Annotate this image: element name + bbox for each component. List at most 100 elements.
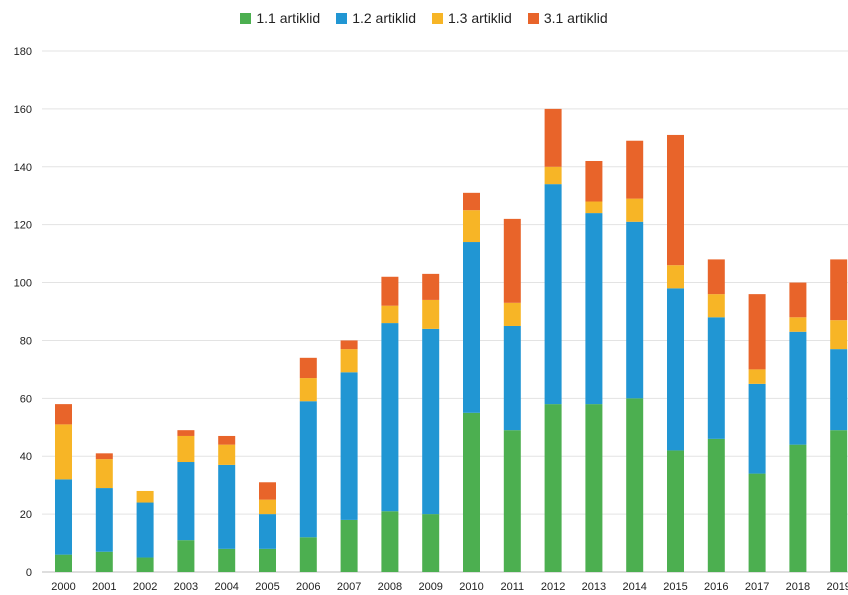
x-tick-label-2004: 2004 <box>214 581 238 593</box>
x-tick-label-2014: 2014 <box>622 581 646 593</box>
x-tick-labels: 2000 2001 2002 2003 2004 2005 2006 2007 2008 2009… <box>51 581 848 593</box>
bar-segment-2001-s2 <box>95 488 113 552</box>
bar-segment-2005-s2 <box>259 514 276 549</box>
bar-segment-2011-s3 <box>503 302 521 326</box>
bar-segment-2018-s4 <box>789 282 807 318</box>
bar-segment-2015-s3 <box>667 265 684 289</box>
y-tick-label: 180 <box>14 46 32 58</box>
y-tick-label: 100 <box>14 278 32 290</box>
x-tick-label-2001: 2001 <box>92 581 116 593</box>
bar-segment-2012-s3 <box>544 166 562 185</box>
bar-segment-2010-s1 <box>463 412 480 572</box>
bar-segment-2013-s3 <box>585 201 603 214</box>
bar-segment-2019-s3 <box>830 320 848 350</box>
y-tick-label: 120 <box>14 220 32 232</box>
x-tick-label-2013: 2013 <box>582 581 606 593</box>
x-tick-label-2016: 2016 <box>704 581 728 593</box>
bar-segment-2012-s2 <box>544 184 562 405</box>
y-tick-label: 20 <box>20 509 32 521</box>
bar-segment-2019-s2 <box>830 349 848 431</box>
legend-label-1-2: 1.2 artiklid <box>352 10 416 26</box>
x-tick-label-2000: 2000 <box>51 581 75 593</box>
bar-segment-2005-s1 <box>259 548 276 572</box>
bar-segment-2019-s4 <box>830 259 848 321</box>
bar-segment-2017-s2 <box>748 383 766 474</box>
bar-segment-2013-s2 <box>585 213 603 405</box>
y-tick-label: 60 <box>20 393 32 405</box>
bar-segment-2009-s2 <box>422 328 440 515</box>
y-tick-label: 140 <box>14 162 32 174</box>
bar-segment-2011-s2 <box>503 325 521 431</box>
bar-segment-2000-s4 <box>55 404 72 425</box>
y-tick-labels: 0 20 40 60 80 100 120 140 160 180 <box>14 46 32 579</box>
bar-segment-2011-s1 <box>503 430 521 572</box>
bar-segment-2002-s2 <box>136 502 154 558</box>
bar-segment-2012-s4 <box>544 108 562 167</box>
bar-segment-2007-s2 <box>340 372 358 520</box>
legend-label-1-3: 1.3 artiklid <box>448 10 512 26</box>
bar-segment-2009-s4 <box>422 273 440 300</box>
bar-segment-2004-s1 <box>218 548 236 572</box>
bar-segment-2006-s1 <box>299 537 317 572</box>
bar-segment-2014-s3 <box>626 198 644 222</box>
bar-segment-2003-s1 <box>177 540 195 572</box>
legend-label-1-1: 1.1 artiklid <box>256 10 321 26</box>
bar-segment-2006-s3 <box>299 378 317 402</box>
bar-segment-2007-s1 <box>340 519 358 572</box>
x-tick-label-2019: 2019 <box>826 581 848 593</box>
bar-segment-2018-s1 <box>789 444 807 572</box>
bar-segment-2008-s2 <box>381 323 399 512</box>
gridlines <box>42 50 848 573</box>
bar-segment-2001-s1 <box>95 551 113 572</box>
bar-segment-2002-s3 <box>136 490 154 503</box>
legend-label-3-1: 3.1 artiklid <box>543 10 608 26</box>
bar-segment-2001-s3 <box>95 459 113 489</box>
bar-segment-2014-s4 <box>626 140 644 199</box>
x-tick-label-2011: 2011 <box>500 581 524 593</box>
y-tick-label: 0 <box>26 567 32 579</box>
bar-segment-2002-s1 <box>136 557 154 572</box>
bar-segment-2008-s1 <box>381 511 399 572</box>
bar-segment-2005-s3 <box>259 499 276 515</box>
bar-segment-2007-s4 <box>340 340 358 350</box>
bar-segment-2001-s4 <box>95 453 113 460</box>
legend-swatch-3-1 <box>527 12 539 24</box>
x-tick-label-2008: 2008 <box>378 581 402 593</box>
legend-item-1-2: 1.2 artiklid <box>336 10 416 26</box>
bar-segment-2017-s3 <box>748 369 766 384</box>
x-tick-label-2012: 2012 <box>541 581 565 593</box>
bar-segment-2012-s1 <box>544 404 562 572</box>
bar-segment-2008-s4 <box>381 276 399 306</box>
bar-segment-2011-s4 <box>503 218 521 303</box>
bar-segment-2016-s2 <box>707 317 725 439</box>
x-tick-label-2017: 2017 <box>745 581 769 593</box>
bar-segment-2013-s4 <box>585 160 603 202</box>
legend-swatch-1-3 <box>432 12 443 24</box>
legend: 1.1 artiklid 1.2 artiklid 1.3 artiklid 3… <box>0 10 848 26</box>
y-tick-label: 80 <box>20 335 32 347</box>
legend-item-3-1: 3.1 artiklid <box>527 10 608 26</box>
bar-segment-2004-s2 <box>218 464 236 549</box>
bar-segment-2014-s2 <box>626 221 644 399</box>
legend-item-1-1: 1.1 artiklid <box>240 10 320 26</box>
bar-segment-2015-s4 <box>667 134 684 266</box>
bar-segment-2007-s3 <box>340 349 358 373</box>
bar-segment-2008-s3 <box>381 305 399 324</box>
bar-segment-2016-s3 <box>707 294 725 318</box>
bar-segment-2017-s1 <box>748 473 766 572</box>
bar-segment-2016-s4 <box>707 259 725 295</box>
x-tick-label-2002: 2002 <box>133 581 157 593</box>
bar-segment-2015-s2 <box>667 288 684 451</box>
x-tick-label-2005: 2005 <box>255 581 279 593</box>
bar-segment-2015-s1 <box>667 450 684 572</box>
bar-segment-2003-s4 <box>177 430 195 436</box>
bar-segment-2004-s4 <box>218 435 236 445</box>
bar-segment-2018-s3 <box>789 317 807 332</box>
bar-segment-2018-s2 <box>789 331 807 445</box>
legend-item-1-3: 1.3 artiklid <box>432 10 512 26</box>
bar-segment-2000-s2 <box>55 479 72 555</box>
legend-swatch-1-2 <box>336 12 348 24</box>
y-tick-label: 40 <box>20 451 32 463</box>
bar-segment-2003-s2 <box>177 462 195 541</box>
x-tick-label-2010: 2010 <box>459 581 483 593</box>
